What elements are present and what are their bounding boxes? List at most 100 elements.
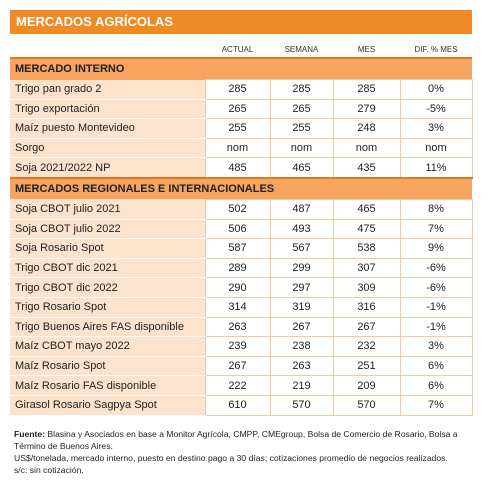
section-title: MERCADO INTERNO bbox=[10, 57, 472, 80]
footer-line: s/c: sin cotización. bbox=[14, 464, 84, 475]
cell-value: 485 bbox=[204, 157, 271, 179]
row-label: Trigo exportación bbox=[10, 99, 205, 120]
row-label: Soja 2021/2022 NP bbox=[10, 157, 205, 179]
cell-value: 6% bbox=[399, 355, 473, 377]
cell-value: 279 bbox=[332, 98, 401, 120]
cell-value: 567 bbox=[269, 238, 334, 259]
cell-value: 255 bbox=[269, 118, 334, 139]
footer-label: Fuente: bbox=[14, 428, 46, 439]
row-label: Maíz puesto Montevideo bbox=[10, 118, 205, 139]
cell-value: nom bbox=[204, 137, 271, 159]
cell-value: 7% bbox=[399, 218, 473, 240]
cell-value: 222 bbox=[204, 375, 271, 396]
cell-value: 309 bbox=[332, 277, 401, 298]
cell-value: 267 bbox=[204, 355, 271, 377]
data-row: Trigo Rosario Spot 314 319 316 -1% bbox=[10, 296, 473, 318]
cell-value: 267 bbox=[332, 316, 401, 338]
cell-value: 316 bbox=[332, 296, 401, 318]
cell-value: 538 bbox=[332, 238, 401, 259]
row-label: Trigo CBOT dic 2021 bbox=[10, 258, 205, 279]
data-row: Maíz Rosario Spot 267 263 251 6% bbox=[10, 355, 473, 377]
cell-value: 502 bbox=[204, 198, 271, 220]
cell-value: 3% bbox=[399, 336, 473, 357]
data-row: Maíz CBOT mayo 2022 239 238 232 3% bbox=[10, 336, 473, 357]
cell-value: 587 bbox=[204, 238, 271, 259]
row-label: Trigo Buenos Aires FAS disponible bbox=[10, 317, 205, 338]
cell-value: nom bbox=[332, 137, 401, 159]
cell-value: 289 bbox=[204, 257, 271, 279]
footer-line: US$/tonelada, mercado interno, puesto en… bbox=[14, 452, 448, 463]
data-row: Soja CBOT julio 2021 502 487 465 8% bbox=[10, 198, 473, 220]
cell-value: 232 bbox=[332, 336, 401, 357]
cell-value: 290 bbox=[204, 277, 271, 298]
title: MERCADOS AGRÍCOLAS bbox=[10, 10, 472, 34]
data-row: Trigo pan grado 2 285 285 285 0% bbox=[10, 79, 473, 100]
cell-value: 239 bbox=[204, 336, 271, 357]
row-label: Maíz Rosario FAS disponible bbox=[10, 375, 205, 396]
table: ACTUAL SEMANA MES DIF. % MES MERCADO INTERNO… bbox=[10, 34, 473, 416]
cell-value: -1% bbox=[399, 316, 473, 338]
column-header: MES bbox=[357, 45, 376, 54]
row-label: Maíz Rosario Spot bbox=[10, 356, 205, 377]
cell-value: 299 bbox=[269, 257, 334, 279]
cell-value: nom bbox=[269, 137, 334, 159]
cell-value: 297 bbox=[269, 277, 334, 298]
data-row: Soja Rosario Spot 587 567 538 9% bbox=[10, 238, 473, 259]
data-row: Sorgo nom nom nom nom bbox=[10, 137, 473, 159]
column-header: DIF. % MES bbox=[414, 45, 458, 54]
cell-value: 265 bbox=[269, 98, 334, 120]
cell-value: 238 bbox=[269, 336, 334, 357]
cell-value: 11% bbox=[399, 157, 473, 179]
column-header: ACTUAL bbox=[221, 45, 254, 54]
data-row: Trigo exportación 265 265 279 -5% bbox=[10, 98, 473, 120]
cell-value: 3% bbox=[399, 118, 473, 139]
cell-value: 285 bbox=[269, 79, 334, 100]
row-label: Soja CBOT julio 2021 bbox=[10, 199, 205, 220]
cell-value: 570 bbox=[332, 394, 401, 416]
cell-value: 493 bbox=[269, 218, 334, 240]
market-table-card: MERCADOS AGRÍCOLAS ACTUAL SEMANA MES DIF. %… bbox=[10, 10, 473, 476]
cell-value: 465 bbox=[269, 157, 334, 179]
cell-value: nom bbox=[399, 137, 473, 159]
cell-value: 209 bbox=[332, 375, 401, 396]
row-label: Soja Rosario Spot bbox=[10, 238, 205, 259]
row-label: Trigo CBOT dic 2022 bbox=[10, 277, 205, 298]
data-row: Girasol Rosario Sagpya Spot 610 570 570 7% bbox=[10, 394, 473, 416]
section-header-row: MERCADO INTERNO bbox=[10, 57, 472, 80]
data-row: Trigo CBOT dic 2022 290 297 309 -6% bbox=[10, 277, 473, 298]
data-row: Soja 2021/2022 NP 485 465 435 11% bbox=[10, 157, 473, 179]
cell-value: 6% bbox=[399, 375, 473, 396]
row-label: Trigo Rosario Spot bbox=[10, 297, 205, 318]
column-header-row: ACTUAL SEMANA MES DIF. % MES bbox=[10, 34, 472, 58]
cell-value: 251 bbox=[332, 355, 401, 377]
footer: Fuente: Blasina y Asociados en base a Mo… bbox=[10, 428, 472, 476]
cell-value: 267 bbox=[269, 316, 334, 338]
cell-value: 255 bbox=[204, 118, 271, 139]
cell-value: 465 bbox=[332, 198, 401, 220]
cell-value: 265 bbox=[204, 98, 271, 120]
row-label: Sorgo bbox=[10, 138, 205, 159]
cell-value: 610 bbox=[204, 394, 271, 416]
data-row: Maíz Rosario FAS disponible 222 219 209 6% bbox=[10, 375, 473, 396]
row-label: Trigo pan grado 2 bbox=[10, 79, 205, 100]
cell-value: 307 bbox=[332, 257, 401, 279]
cell-value: 475 bbox=[332, 218, 401, 240]
footer-line: Fuente: Blasina y Asociados en base a Mo… bbox=[14, 428, 472, 452]
cell-value: 487 bbox=[269, 198, 334, 220]
cell-value: 506 bbox=[204, 218, 271, 240]
cell-value: -6% bbox=[399, 257, 473, 279]
cell-value: 285 bbox=[332, 79, 401, 100]
row-label: Maíz CBOT mayo 2022 bbox=[10, 336, 205, 357]
header-blank bbox=[10, 34, 205, 58]
row-label: Soja CBOT julio 2022 bbox=[10, 219, 205, 240]
cell-value: -6% bbox=[399, 277, 473, 298]
cell-value: 8% bbox=[399, 198, 473, 220]
cell-value: 9% bbox=[399, 238, 473, 259]
data-row: Soja CBOT julio 2022 506 493 475 7% bbox=[10, 218, 473, 240]
cell-value: 314 bbox=[204, 296, 271, 318]
cell-value: 7% bbox=[399, 394, 473, 416]
row-label: Girasol Rosario Sagpya Spot bbox=[10, 395, 205, 416]
section-title: MERCADOS REGIONALES E INTERNACIONALES bbox=[10, 176, 472, 200]
data-row: Trigo CBOT dic 2021 289 299 307 -6% bbox=[10, 257, 473, 279]
cell-value: -1% bbox=[399, 296, 473, 318]
